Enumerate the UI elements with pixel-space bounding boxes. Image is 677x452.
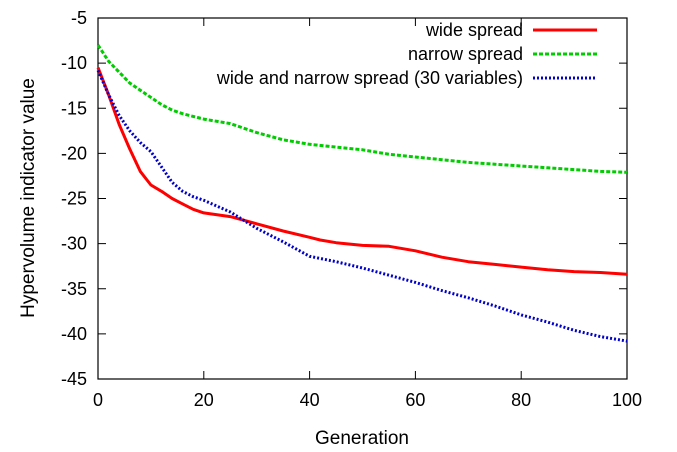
y-tick-label: -15 (61, 98, 87, 118)
x-tick-label: 0 (93, 390, 103, 410)
x-axis-title: Generation (315, 428, 409, 449)
legend-label: narrow spread (408, 44, 523, 64)
y-tick-label: -40 (61, 324, 87, 344)
y-tick-label: -5 (71, 8, 87, 28)
legend-label: wide spread (425, 20, 523, 40)
x-tick-label: 40 (300, 390, 320, 410)
series-line-wide-spread (96, 67, 628, 276)
y-tick-label: -20 (61, 143, 87, 163)
y-tick-label: -35 (61, 279, 87, 299)
series-layer (96, 44, 628, 343)
x-tick-label: 100 (612, 390, 642, 410)
x-tick-label: 20 (194, 390, 214, 410)
x-tick-label: 60 (405, 390, 425, 410)
x-tick-label: 80 (511, 390, 531, 410)
series-line-wide-and-narrow-spread-30-variables (96, 69, 628, 343)
x-axis: 0 20 40 60 80 100 (93, 18, 642, 410)
legend: wide spread narrow spread wide and narrow … (216, 20, 597, 88)
series-line-narrow-spread (96, 44, 628, 174)
y-tick-label: -25 (61, 189, 87, 209)
y-axis-title: Hypervolume indicator value (18, 78, 39, 318)
y-tick-label: -10 (61, 53, 87, 73)
y-tick-label: -45 (61, 369, 87, 389)
y-tick-label: -30 (61, 234, 87, 254)
legend-label: wide and narrow spread (30 variables) (216, 68, 523, 88)
y-axis: -5 -10 -15 -20 -25 -30 -35 -40 -45 (61, 8, 627, 389)
